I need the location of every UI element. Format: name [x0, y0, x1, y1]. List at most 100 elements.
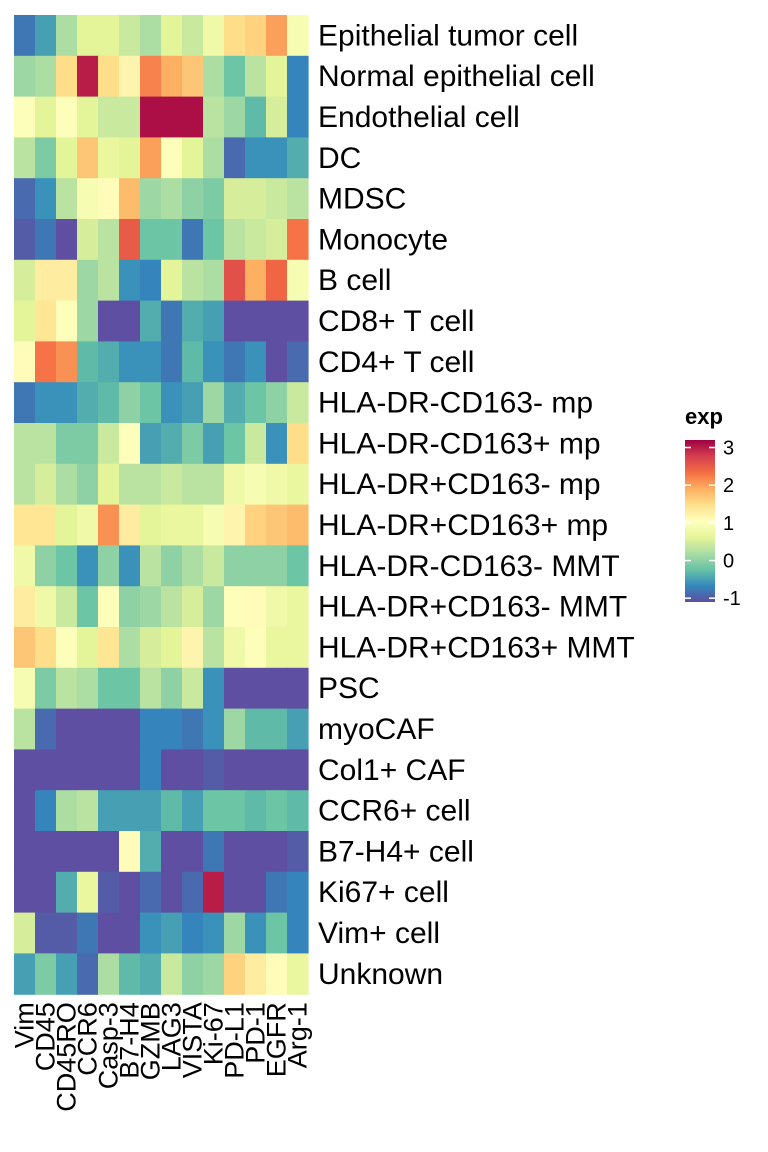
row-label-psc: PSC — [318, 672, 380, 705]
row-label-hla-dr-poscd163-pos-mp: HLA-DR+CD163+ mp — [318, 509, 608, 542]
heatmap-cell-hla-dr-poscd163-pos-mp-vim — [14, 504, 36, 546]
heatmap-cell-psc-cd45 — [35, 667, 57, 710]
heatmap-cell-hla-dr-poscd163-mp-gzmb — [140, 463, 162, 506]
heatmap-cell-hla-dr-cd163-pos-mp-cd45ro — [56, 423, 78, 465]
heatmap-cell-hla-dr-poscd163-pos-mmt-vim — [14, 627, 36, 669]
heatmap-cell-b-cell-arg-1 — [287, 259, 309, 302]
heatmap-cell-b-cell-egfr — [266, 259, 288, 302]
heatmap-cell-hla-dr-poscd163-mp-pd-l1 — [224, 463, 246, 506]
heatmap-cell-hla-dr-cd163-mmt-cd45 — [35, 545, 57, 587]
heatmap-cell-mdsc-vista — [182, 178, 204, 220]
heatmap-cell-hla-dr-cd163-pos-mp-cd45 — [35, 423, 57, 465]
heatmap-cell-ccr6-pos-cell-vista — [182, 790, 204, 832]
legend-tick-label-1: 2 — [723, 475, 734, 497]
heatmap-cell-cd8-pos-t-cell-lag3 — [161, 300, 183, 342]
heatmap-cell-hla-dr-poscd163-mmt-vista — [182, 586, 204, 628]
heatmap-cell-psc-b7-h4 — [119, 667, 141, 710]
heatmap-cell-cd8-pos-t-cell-egfr — [266, 300, 288, 342]
heatmap-cell-hla-dr-cd163-pos-mp-pd-l1 — [224, 423, 246, 465]
heatmap-cell-dc-b7-h4 — [119, 137, 141, 179]
heatmap-cell-b-cell-ccr6 — [77, 259, 99, 302]
heatmap-cell-cd8-pos-t-cell-vista — [182, 300, 204, 342]
heatmap-cell-unknown-cd45ro — [56, 953, 78, 995]
heatmap-cell-hla-dr-poscd163-pos-mp-arg-1 — [287, 504, 309, 546]
row-label-cd8-pos-t-cell: CD8+ T cell — [318, 305, 474, 338]
heatmap-cell-epithelial-tumor-cell-egfr — [266, 15, 288, 57]
heatmap-cell-cd4-pos-t-cell-casp-3 — [98, 341, 120, 383]
heatmap-cell-vim-pos-cell-pd-l1 — [224, 912, 246, 954]
heatmap-cell-ki67-pos-cell-cd45 — [35, 871, 57, 914]
legend-tick-label-0: 3 — [723, 438, 734, 460]
heatmap-cell-hla-dr-poscd163-mmt-lag3 — [161, 586, 183, 628]
heatmap-cell-hla-dr-cd163-mp-lag3 — [161, 382, 183, 424]
heatmap-cell-hla-dr-cd163-pos-mp-lag3 — [161, 423, 183, 465]
heatmap-cells — [14, 15, 309, 995]
heatmap-cell-col1-pos-caf-egfr — [266, 749, 288, 791]
heatmap-cell-epithelial-tumor-cell-pd-l1 — [224, 15, 246, 57]
legend-title: exp — [685, 404, 723, 429]
heatmap-cell-psc-casp-3 — [98, 667, 120, 710]
heatmap-cell-endothelial-cell-pd-1 — [245, 96, 267, 138]
heatmap-cell-unknown-ki-67 — [203, 953, 225, 995]
heatmap-cell-dc-vista — [182, 137, 204, 179]
column-label-arg-1: Arg-1 — [283, 1002, 313, 1068]
row-label-normal-epithelial-cell: Normal epithelial cell — [318, 60, 595, 93]
heatmap-cell-ki67-pos-cell-lag3 — [161, 871, 183, 914]
heatmap-cell-epithelial-tumor-cell-vista — [182, 15, 204, 57]
heatmap-cell-b-cell-cd45ro — [56, 259, 78, 302]
heatmap-cell-col1-pos-caf-vista — [182, 749, 204, 791]
heatmap-cell-cd4-pos-t-cell-egfr — [266, 341, 288, 383]
heatmap-cell-dc-vim — [14, 137, 36, 179]
heatmap-cell-monocyte-casp-3 — [98, 219, 120, 261]
heatmap-cell-hla-dr-cd163-mp-arg-1 — [287, 382, 309, 424]
row-label-ccr6-pos-cell: CCR6+ cell — [318, 795, 471, 828]
heatmap-cell-mdsc-pd-l1 — [224, 178, 246, 220]
heatmap-cell-hla-dr-poscd163-pos-mp-egfr — [266, 504, 288, 546]
heatmap-cell-b7-h4-pos-cell-b7-h4 — [119, 831, 141, 873]
heatmap-cell-hla-dr-cd163-pos-mp-casp-3 — [98, 423, 120, 465]
heatmap-cell-mdsc-egfr — [266, 178, 288, 220]
heatmap-cell-mdsc-b7-h4 — [119, 178, 141, 220]
heatmap-cell-ki67-pos-cell-egfr — [266, 871, 288, 914]
heatmap-cell-endothelial-cell-gzmb — [140, 96, 162, 138]
heatmap-cell-b-cell-vim — [14, 259, 36, 302]
heatmap-cell-cd8-pos-t-cell-pd-l1 — [224, 300, 246, 342]
heatmap-cell-vim-pos-cell-cd45 — [35, 912, 57, 954]
heatmap-cell-monocyte-b7-h4 — [119, 219, 141, 261]
heatmap-cell-endothelial-cell-vista — [182, 96, 204, 138]
heatmap-cell-hla-dr-cd163-mp-egfr — [266, 382, 288, 424]
heatmap-cell-dc-ki-67 — [203, 137, 225, 179]
heatmap-cell-hla-dr-cd163-mmt-gzmb — [140, 545, 162, 587]
heatmap-cell-myocaf-egfr — [266, 708, 288, 750]
heatmap-cell-ccr6-pos-cell-b7-h4 — [119, 790, 141, 832]
heatmap-cell-mdsc-cd45 — [35, 178, 57, 220]
heatmap-cell-hla-dr-cd163-pos-mp-b7-h4 — [119, 423, 141, 465]
heatmap-cell-psc-arg-1 — [287, 667, 309, 710]
heatmap-cell-ccr6-pos-cell-ki-67 — [203, 790, 225, 832]
heatmap-cell-ki67-pos-cell-vim — [14, 871, 36, 914]
heatmap-cell-hla-dr-poscd163-pos-mmt-pd-1 — [245, 627, 267, 669]
row-label-hla-dr-poscd163-pos-mmt: HLA-DR+CD163+ MMT — [318, 631, 635, 664]
heatmap-cell-endothelial-cell-pd-l1 — [224, 96, 246, 138]
column-label-gzmb: GZMB — [136, 1002, 166, 1080]
heatmap-cell-hla-dr-cd163-mp-vim — [14, 382, 36, 424]
heatmap-cell-ccr6-pos-cell-pd-1 — [245, 790, 267, 832]
heatmap-cell-col1-pos-caf-cd45 — [35, 749, 57, 791]
heatmap-cell-hla-dr-poscd163-mp-vista — [182, 463, 204, 506]
heatmap-cell-b-cell-ki-67 — [203, 259, 225, 302]
heatmap-cell-hla-dr-poscd163-mmt-cd45 — [35, 586, 57, 628]
heatmap-cell-psc-ccr6 — [77, 667, 99, 710]
heatmap-cell-hla-dr-poscd163-pos-mmt-casp-3 — [98, 627, 120, 669]
heatmap-cell-myocaf-cd45 — [35, 708, 57, 750]
heatmap-cell-normal-epithelial-cell-gzmb — [140, 55, 162, 98]
heatmap-cell-myocaf-cd45ro — [56, 708, 78, 750]
heatmap-cell-mdsc-lag3 — [161, 178, 183, 220]
heatmap-cell-cd8-pos-t-cell-ccr6 — [77, 300, 99, 342]
heatmap-cell-psc-gzmb — [140, 667, 162, 710]
column-label-vim: Vim — [10, 1002, 40, 1048]
heatmap-cell-unknown-egfr — [266, 953, 288, 995]
heatmap-cell-cd4-pos-t-cell-vista — [182, 341, 204, 383]
heatmap-cell-epithelial-tumor-cell-lag3 — [161, 15, 183, 57]
heatmap-cell-monocyte-pd-l1 — [224, 219, 246, 261]
heatmap-cell-hla-dr-cd163-mp-ki-67 — [203, 382, 225, 424]
